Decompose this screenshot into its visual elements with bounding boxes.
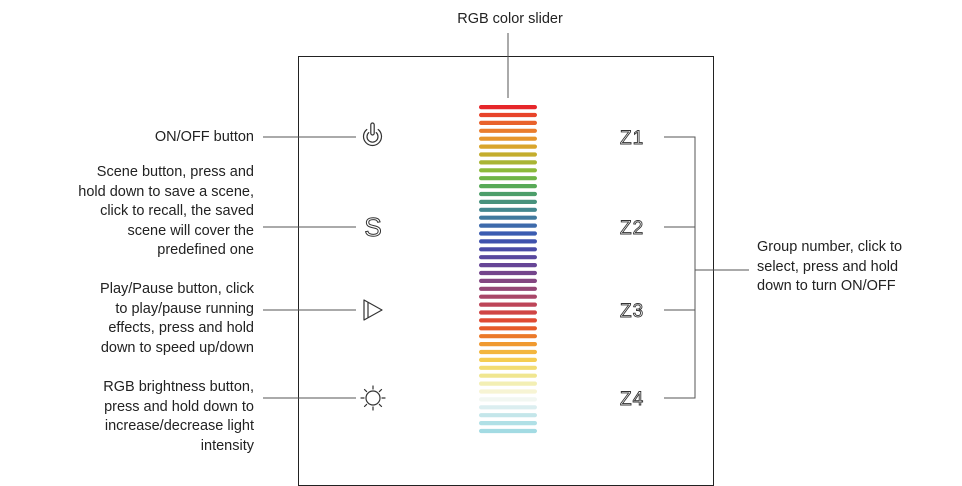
slider-color-bar[interactable] — [479, 413, 537, 418]
zone-2-button[interactable]: Z2 — [620, 218, 644, 240]
slider-color-bar[interactable] — [479, 310, 537, 315]
slider-color-bar[interactable] — [479, 334, 537, 339]
slider-color-bar[interactable] — [479, 191, 537, 197]
slider-color-bar[interactable] — [479, 128, 537, 133]
play-pause-icon[interactable] — [363, 299, 383, 321]
brightness-callout-line: press and hold down to — [104, 398, 254, 415]
slider-color-bar[interactable] — [479, 365, 537, 370]
slider-color-bar[interactable] — [479, 428, 537, 434]
slider-color-bar[interactable] — [479, 302, 537, 307]
brightness-callout-line: increase/decrease light — [104, 418, 254, 434]
play-callout-line: to play/pause running — [115, 300, 254, 317]
onoff-callout-line: ON/OFF button — [154, 129, 254, 145]
slider-color-bar[interactable] — [479, 136, 537, 141]
power-icon[interactable] — [362, 122, 383, 147]
group-callout-line: Group number, click to — [757, 239, 903, 255]
slider-color-bar[interactable] — [479, 231, 537, 236]
scene-callout-line: Scene button, press and — [96, 164, 254, 180]
slider-color-bar[interactable] — [479, 255, 537, 260]
slider-color-bar[interactable] — [479, 326, 537, 331]
scene-callout-line: hold down to save a scene, — [78, 183, 254, 200]
scene-icon[interactable]: S — [364, 212, 382, 243]
group-callout-label: Group number, click to select, press and… — [757, 238, 962, 297]
slider-color-bar[interactable] — [479, 176, 537, 181]
slider-color-bar[interactable] — [479, 160, 537, 165]
zone-3-button[interactable]: Z3 — [620, 301, 644, 323]
slider-color-bar[interactable] — [479, 342, 537, 347]
slider-color-bar[interactable] — [479, 247, 537, 252]
slider-color-bar[interactable] — [479, 207, 537, 212]
slider-callout-label: RGB color slider — [457, 11, 563, 27]
zone-1-button[interactable]: Z1 — [620, 128, 644, 150]
slider-color-bar[interactable] — [479, 270, 537, 276]
slider-color-bar[interactable] — [479, 405, 537, 410]
slider-color-bar[interactable] — [479, 286, 537, 291]
slider-color-bar[interactable] — [479, 381, 537, 386]
slider-color-bar[interactable] — [479, 120, 537, 125]
slider-color-bar[interactable] — [479, 373, 537, 378]
slider-color-bar[interactable] — [479, 199, 537, 204]
slider-color-bar[interactable] — [479, 144, 537, 149]
slider-color-bar[interactable] — [479, 223, 537, 228]
group-callout-line: select, press and hold — [757, 258, 899, 275]
slider-color-bar[interactable] — [479, 357, 537, 362]
slider-color-bar[interactable] — [479, 112, 537, 118]
slider-color-bar[interactable] — [479, 318, 537, 323]
slider-color-bar[interactable] — [479, 278, 537, 283]
slider-color-bar[interactable] — [479, 168, 537, 173]
brightness-callout-line: RGB brightness button, — [103, 379, 254, 395]
slider-color-bar[interactable] — [479, 105, 537, 110]
slider-color-bar[interactable] — [479, 349, 537, 355]
leader-lines — [263, 33, 749, 399]
slider-color-bar[interactable] — [479, 152, 537, 157]
slider-color-bar[interactable] — [479, 215, 537, 220]
slider-color-bar[interactable] — [479, 421, 537, 426]
group-bracket — [664, 136, 696, 399]
slider-color-bar[interactable] — [479, 239, 537, 244]
slider-color-bar[interactable] — [479, 389, 537, 394]
slider-color-bar[interactable] — [479, 263, 537, 268]
slider-color-bar[interactable] — [479, 184, 537, 189]
group-callout-line: down to turn ON/OFF — [757, 278, 896, 294]
play-callout-line: down to speed up/down — [100, 339, 254, 356]
brightness-icon[interactable] — [360, 385, 386, 411]
scene-callout-line: click to recall, the saved — [100, 203, 254, 219]
play-callout-label: Play/Pause button, click to play/pause r… — [0, 280, 254, 358]
scene-callout-line: scene will cover the — [127, 222, 254, 239]
zone-4-button[interactable]: Z4 — [620, 389, 644, 411]
scene-callout-label: Scene button, press and hold down to sav… — [0, 163, 254, 261]
brightness-callout-label: RGB brightness button, press and hold do… — [0, 378, 254, 456]
slider-color-bar[interactable] — [479, 294, 537, 299]
onoff-callout-label: ON/OFF button — [40, 128, 254, 148]
scene-callout-line: predefined one — [157, 242, 254, 258]
play-callout-line: effects, press and hold — [108, 320, 254, 336]
brightness-callout-line: intensity — [200, 437, 254, 454]
slider-color-bar[interactable] — [479, 397, 537, 402]
play-callout-line: Play/Pause button, click — [100, 281, 254, 297]
diagram-overlay: S Z1 Z2 Z3 Z4 — [263, 33, 749, 434]
rgb-color-slider[interactable] — [479, 105, 537, 434]
